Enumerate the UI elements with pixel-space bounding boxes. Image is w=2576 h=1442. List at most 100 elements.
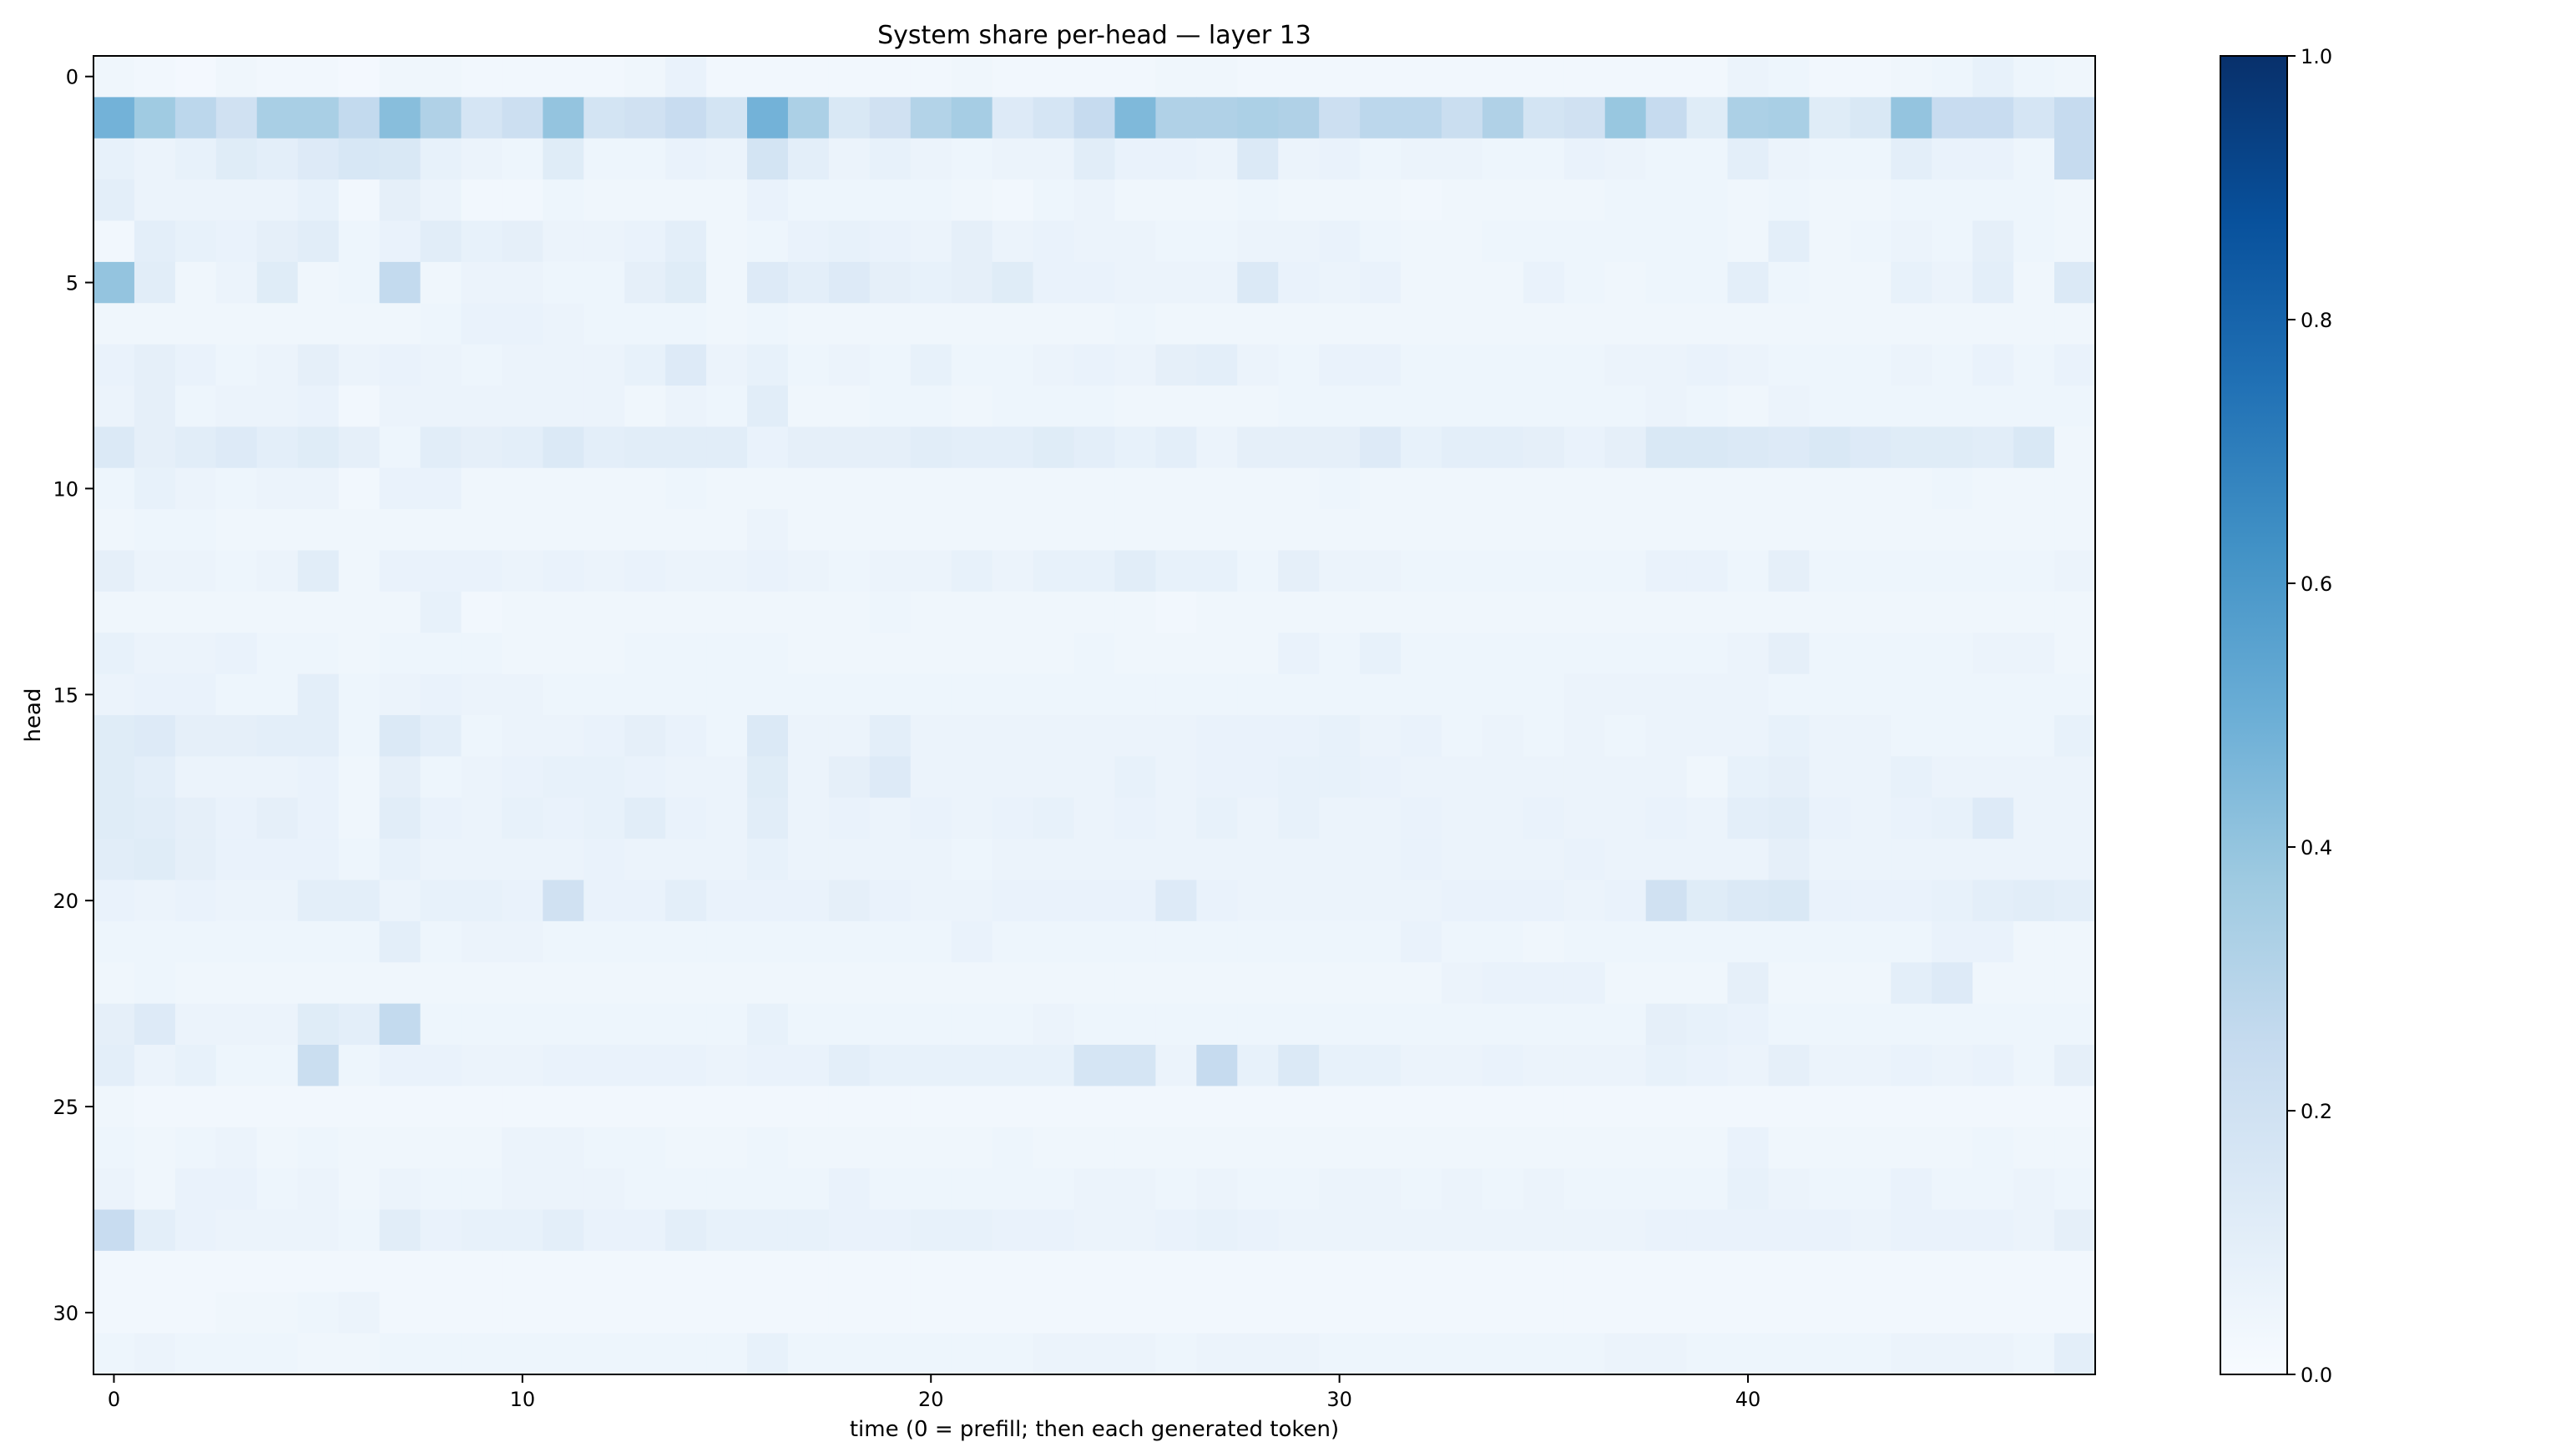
- heatmap-cell: [1155, 756, 1197, 799]
- heatmap-cell: [93, 839, 135, 881]
- heatmap-cell: [502, 880, 543, 922]
- heatmap-cell: [665, 1127, 707, 1169]
- heatmap-cell: [1196, 1250, 1238, 1293]
- heatmap-cell: [1563, 56, 1606, 98]
- heatmap-cell: [1768, 633, 1811, 675]
- heatmap-cell: [1972, 839, 2014, 881]
- heatmap-cell: [1972, 1086, 2014, 1128]
- heatmap-cell: [787, 962, 830, 1005]
- heatmap-cell: [992, 920, 1034, 963]
- heatmap-cell: [624, 715, 666, 757]
- heatmap-cell: [869, 962, 912, 1005]
- heatmap-cell: [543, 673, 584, 716]
- heatmap-cell: [1278, 673, 1320, 716]
- heatmap-cell: [1604, 715, 1647, 757]
- heatmap-cell: [1237, 1086, 1279, 1128]
- heatmap-cell: [787, 426, 830, 469]
- heatmap-cell: [256, 467, 299, 510]
- heatmap-cell: [1727, 344, 1770, 386]
- heatmap-cell: [624, 1003, 666, 1046]
- heatmap-cell: [828, 839, 871, 881]
- heatmap-cell: [1972, 1045, 2014, 1087]
- heatmap-cell: [174, 138, 217, 180]
- heatmap-cell: [1033, 261, 1075, 304]
- heatmap-cell: [1033, 756, 1075, 799]
- heatmap-cell: [297, 509, 340, 552]
- heatmap-cell: [1155, 426, 1197, 469]
- heatmap-cell: [1441, 633, 1483, 675]
- heatmap-cell: [1891, 344, 1932, 386]
- heatmap-cell: [1972, 920, 2014, 963]
- heatmap-cell: [379, 386, 422, 427]
- heatmap-cell: [1768, 344, 1811, 386]
- heatmap-cell: [1727, 962, 1770, 1005]
- heatmap-cell: [461, 1086, 503, 1128]
- heatmap-cell: [1645, 1209, 1688, 1252]
- heatmap-cell: [1073, 550, 1116, 592]
- heatmap-cell: [787, 509, 830, 552]
- heatmap-cell: [1155, 1168, 1197, 1211]
- heatmap-cell: [1237, 179, 1279, 222]
- heatmap-cell: [256, 303, 299, 345]
- heatmap-cell: [787, 261, 830, 304]
- heatmap-cell: [1850, 797, 1892, 839]
- heatmap-cell: [461, 344, 503, 386]
- heatmap-cell: [1850, 1292, 1892, 1334]
- heatmap-cell: [1482, 962, 1524, 1005]
- heatmap-cell: [1645, 1292, 1688, 1334]
- heatmap-cell: [2054, 880, 2096, 922]
- heatmap-cell: [1645, 426, 1688, 469]
- heatmap-cell: [1073, 673, 1116, 716]
- heatmap-cell: [134, 673, 176, 716]
- heatmap-cell: [1727, 797, 1770, 839]
- heatmap-cell: [1033, 344, 1075, 386]
- heatmap-cell: [1523, 839, 1565, 881]
- heatmap-cell: [1850, 633, 1892, 675]
- heatmap-cell: [1196, 179, 1238, 222]
- heatmap-cell: [256, 797, 299, 839]
- heatmap-cell: [624, 138, 666, 180]
- colorbar: [2220, 55, 2288, 1375]
- heatmap-cell: [1033, 138, 1075, 180]
- heatmap-cell: [93, 1209, 135, 1252]
- heatmap-cell: [215, 673, 258, 716]
- heatmap-cell: [1482, 97, 1524, 139]
- heatmap-cell: [379, 839, 422, 881]
- heatmap-cell: [2013, 1333, 2055, 1375]
- heatmap-cell: [828, 220, 871, 263]
- heatmap-cell: [583, 467, 625, 510]
- heatmap-cell: [1360, 97, 1402, 139]
- heatmap-cell: [502, 715, 543, 757]
- heatmap-cell: [1196, 386, 1238, 427]
- heatmap-cell: [1155, 97, 1197, 139]
- heatmap-cell: [706, 509, 748, 552]
- heatmap-cell: [1932, 97, 1973, 139]
- heatmap-cell: [1278, 962, 1320, 1005]
- heatmap-cell: [1523, 962, 1565, 1005]
- heatmap-cell: [338, 1127, 381, 1169]
- heatmap-cell: [1768, 715, 1811, 757]
- heatmap-cell: [1850, 179, 1892, 222]
- heatmap-cell: [174, 715, 217, 757]
- heatmap-cell: [2054, 715, 2096, 757]
- heatmap-cell: [1401, 920, 1442, 963]
- heatmap-cell: [461, 467, 503, 510]
- heatmap-cell: [338, 797, 381, 839]
- heatmap-cell: [502, 303, 543, 345]
- heatmap-cell: [1809, 220, 1851, 263]
- heatmap-cell: [828, 426, 871, 469]
- heatmap-cell: [2013, 1250, 2055, 1293]
- heatmap-cell: [910, 1003, 952, 1046]
- heatmap-cell: [2054, 1045, 2096, 1087]
- heatmap-cell: [1401, 1045, 1442, 1087]
- heatmap-cell: [1809, 1209, 1851, 1252]
- heatmap-cell: [1401, 673, 1442, 716]
- heatmap-cell: [828, 1333, 871, 1375]
- heatmap-cell: [1768, 1292, 1811, 1334]
- heatmap-cell: [992, 1127, 1034, 1169]
- heatmap-cell: [665, 97, 707, 139]
- heatmap-cell: [1155, 920, 1197, 963]
- heatmap-cell: [1401, 839, 1442, 881]
- heatmap-cell: [543, 179, 584, 222]
- heatmap-cell: [215, 1127, 258, 1169]
